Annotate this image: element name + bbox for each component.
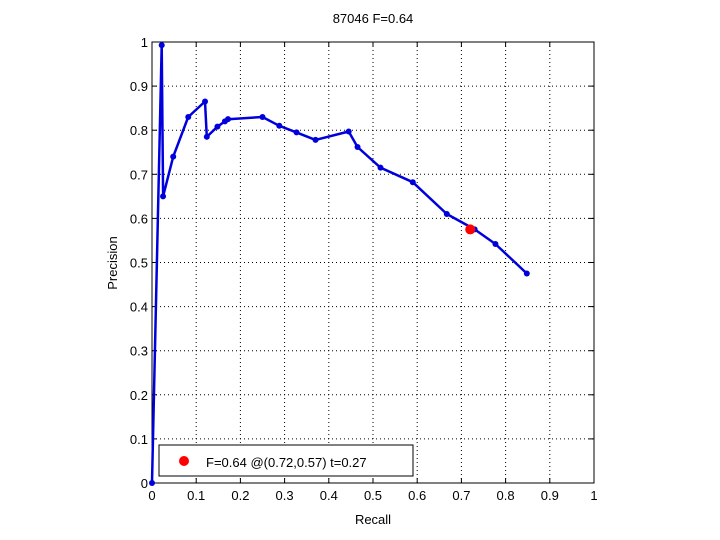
pr-curve-point bbox=[293, 129, 300, 136]
best-f-point bbox=[465, 224, 476, 235]
y-tick-label: 0.7 bbox=[130, 167, 148, 182]
pr-curve-point bbox=[377, 164, 384, 171]
legend-box bbox=[158, 444, 414, 477]
pr-curve-line bbox=[150, 43, 528, 484]
x-tick-label: 0.1 bbox=[187, 488, 205, 503]
pr-curve-point bbox=[409, 179, 416, 186]
pr-curve-point bbox=[345, 128, 352, 135]
x-tick-label: 0 bbox=[148, 488, 155, 503]
legend-label: F=0.64 @(0.72,0.57) t=0.27 bbox=[206, 455, 367, 470]
best-point-layer bbox=[465, 224, 476, 235]
y-tick-label: 0.3 bbox=[130, 344, 148, 359]
pr-curve-point bbox=[160, 193, 167, 200]
x-axis-label: Recall bbox=[355, 512, 391, 527]
y-axis-label: Precision bbox=[105, 236, 120, 289]
pr-curve-point bbox=[312, 136, 319, 143]
y-tick-label: 0.5 bbox=[130, 256, 148, 271]
y-tick-label: 0.1 bbox=[130, 432, 148, 447]
x-tick-label: 1 bbox=[590, 488, 597, 503]
pr-curve-point bbox=[185, 113, 192, 120]
pr-curve-point bbox=[492, 240, 499, 247]
legend-marker bbox=[179, 456, 189, 466]
pr-curve-point bbox=[259, 113, 266, 120]
pr-curve-point bbox=[225, 116, 232, 123]
y-tick-label: 0 bbox=[141, 476, 148, 491]
series bbox=[149, 42, 530, 486]
pr-curve-point bbox=[170, 153, 177, 160]
pr-curve-point bbox=[202, 98, 209, 105]
pr-curve-point bbox=[214, 123, 221, 130]
y-tick-label: 1 bbox=[141, 35, 148, 50]
x-tick-label: 0.9 bbox=[541, 488, 559, 503]
pr-curve-point bbox=[354, 143, 361, 150]
y-tick-label: 0.9 bbox=[130, 79, 148, 94]
x-tick-label: 0.5 bbox=[364, 488, 382, 503]
y-tick-label: 0.2 bbox=[130, 388, 148, 403]
legend: F=0.64 @(0.72,0.57) t=0.27 bbox=[158, 444, 414, 477]
x-tick-label: 0.4 bbox=[320, 488, 338, 503]
pr-curve-point bbox=[158, 42, 165, 49]
pr-curve-point bbox=[523, 270, 530, 277]
grid bbox=[152, 42, 594, 483]
pr-curve-point bbox=[149, 480, 155, 486]
x-tick-label: 0.8 bbox=[497, 488, 515, 503]
pr-curve-point bbox=[443, 210, 450, 217]
y-tick-label: 0.8 bbox=[130, 123, 148, 138]
pr-curve-point bbox=[276, 122, 283, 129]
y-tick-label: 0.6 bbox=[130, 211, 148, 226]
chart-title: 87046 F=0.64 bbox=[333, 11, 414, 26]
pr-curve-point bbox=[203, 133, 210, 140]
x-tick-label: 0.2 bbox=[231, 488, 249, 503]
x-tick-label: 0.3 bbox=[276, 488, 294, 503]
x-tick-label: 0.6 bbox=[408, 488, 426, 503]
x-tick-label: 0.7 bbox=[452, 488, 470, 503]
y-tick-label: 0.4 bbox=[130, 300, 148, 315]
ticks: 0 0.1 0.2 0.3 0.4 0.5 0.6 0.7 0.8 0.9 1 0 0.1 0.2 0.3 0… bbox=[130, 35, 598, 503]
